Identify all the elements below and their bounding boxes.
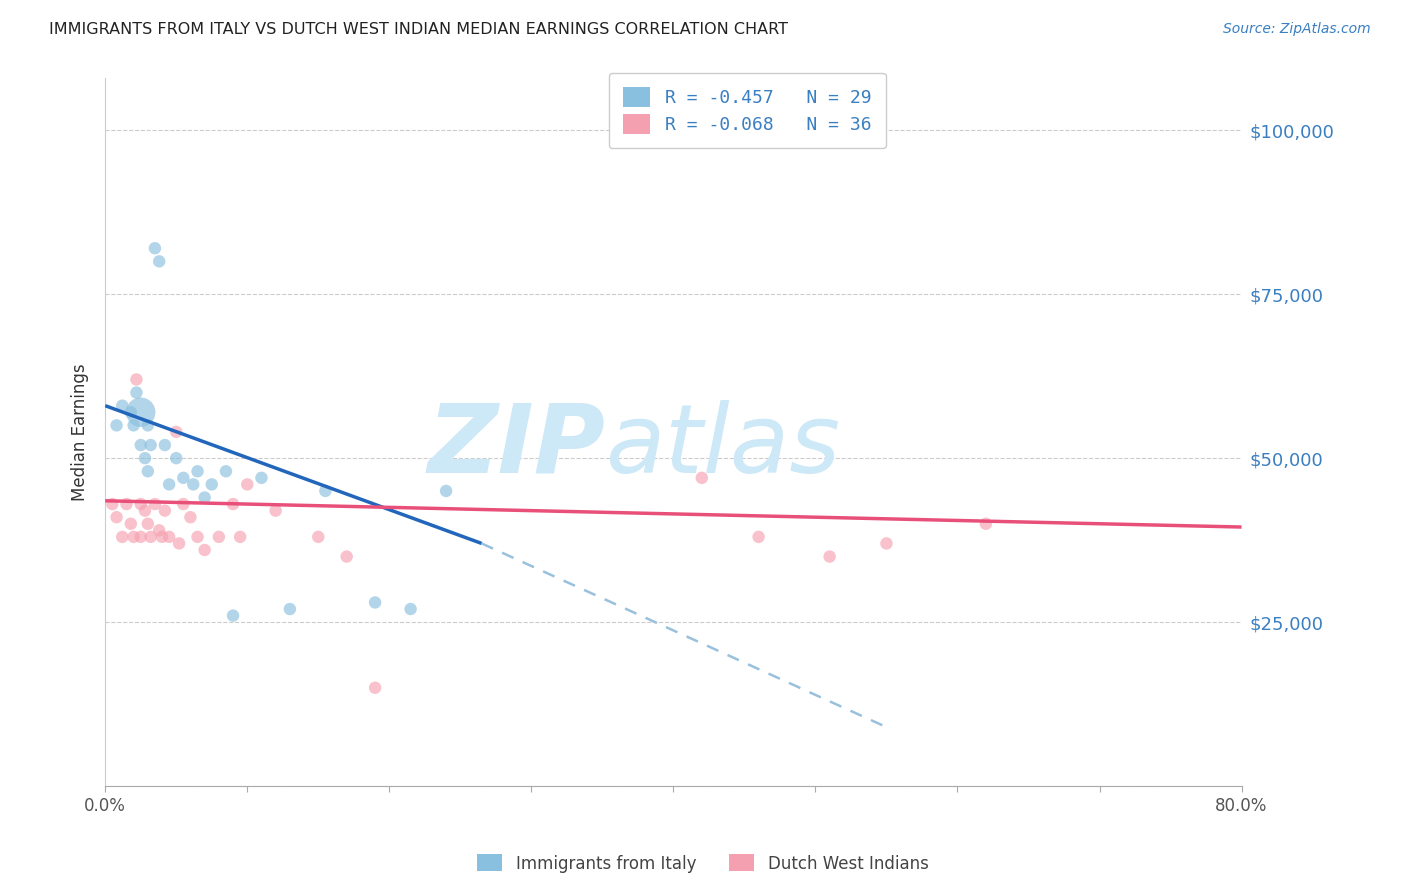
Point: [222, 497, 245, 511]
Point: [122, 530, 145, 544]
Point: [222, 608, 245, 623]
Point: [101, 497, 124, 511]
Text: atlas: atlas: [605, 400, 841, 492]
Point: [364, 681, 387, 695]
Point: [134, 503, 156, 517]
Point: [974, 516, 997, 531]
Point: [136, 464, 159, 478]
Point: [690, 471, 713, 485]
Point: [148, 254, 170, 268]
Point: [167, 536, 190, 550]
Point: [314, 483, 336, 498]
Text: Source: ZipAtlas.com: Source: ZipAtlas.com: [1223, 22, 1371, 37]
Point: [194, 543, 217, 558]
Point: [148, 524, 170, 538]
Point: [136, 418, 159, 433]
Point: [250, 471, 273, 485]
Point: [153, 438, 176, 452]
Point: [194, 491, 217, 505]
Point: [153, 503, 176, 517]
Point: [105, 418, 128, 433]
Point: [134, 451, 156, 466]
Point: [157, 530, 180, 544]
Point: [115, 497, 138, 511]
Point: [129, 497, 152, 511]
Point: [434, 483, 457, 498]
Point: [208, 530, 231, 544]
Point: [136, 516, 159, 531]
Point: [236, 477, 259, 491]
Point: [105, 510, 128, 524]
Point: [157, 477, 180, 491]
Point: [201, 477, 224, 491]
Point: [143, 497, 166, 511]
Point: [165, 451, 187, 466]
Point: [120, 516, 142, 531]
Point: [150, 530, 173, 544]
Point: [278, 602, 301, 616]
Point: [264, 503, 287, 517]
Point: [748, 530, 770, 544]
Text: ZIP: ZIP: [427, 400, 605, 492]
Point: [215, 464, 238, 478]
Point: [307, 530, 329, 544]
Point: [139, 438, 162, 452]
Point: [143, 241, 166, 255]
Point: [172, 471, 194, 485]
Y-axis label: Median Earnings: Median Earnings: [72, 363, 89, 500]
Point: [179, 510, 201, 524]
Point: [364, 595, 387, 609]
Point: [875, 536, 897, 550]
Point: [111, 399, 134, 413]
Point: [818, 549, 841, 564]
Point: [229, 530, 252, 544]
Point: [139, 530, 162, 544]
Point: [111, 530, 134, 544]
Point: [399, 602, 422, 616]
Point: [172, 497, 194, 511]
Text: IMMIGRANTS FROM ITALY VS DUTCH WEST INDIAN MEDIAN EARNINGS CORRELATION CHART: IMMIGRANTS FROM ITALY VS DUTCH WEST INDI…: [49, 22, 789, 37]
Point: [120, 405, 142, 419]
Point: [129, 405, 152, 419]
Point: [129, 438, 152, 452]
Point: [186, 464, 208, 478]
Point: [181, 477, 204, 491]
Point: [125, 372, 148, 386]
Legend: Immigrants from Italy, Dutch West Indians: Immigrants from Italy, Dutch West Indian…: [471, 847, 935, 880]
Point: [336, 549, 359, 564]
Legend: R = -0.457   N = 29, R = -0.068   N = 36: R = -0.457 N = 29, R = -0.068 N = 36: [609, 72, 886, 148]
Point: [186, 530, 208, 544]
Point: [125, 385, 148, 400]
Point: [129, 530, 152, 544]
Point: [122, 418, 145, 433]
Point: [165, 425, 187, 439]
